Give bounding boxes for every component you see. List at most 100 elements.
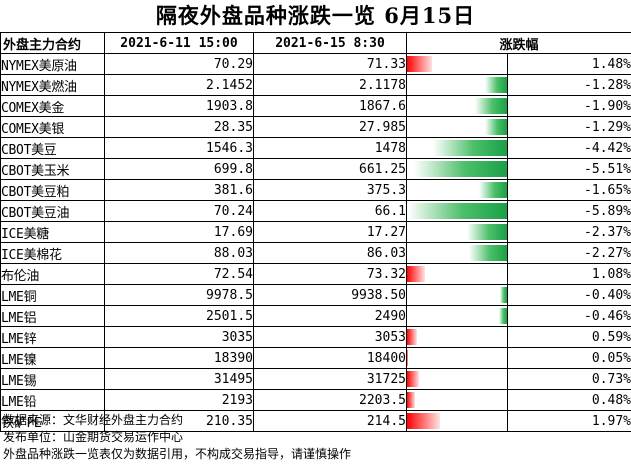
change-bar-up [407,329,417,345]
table-row: CBOT美玉米 699.8 661.25 -5.51% [0,158,631,180]
price-date-1: 1546.3 [104,137,254,159]
change-bar-cell [406,326,508,348]
change-bar-cell [406,284,508,306]
table-row: CBOT美豆油 70.24 66.1 -5.89% [0,200,631,222]
change-bar-cell [406,53,508,75]
price-date-1: 9978.5 [104,284,254,306]
table-row: LME铅 2193 2203.5 0.48% [0,389,631,411]
contract-name: CBOT美玉米 [0,158,105,180]
change-bar-down [475,98,507,114]
price-date-2: 214.5 [253,410,407,432]
table-row: NYMEX美燃油 2.1452 2.1178 -1.28% [0,74,631,96]
price-date-1: 2193 [104,389,254,411]
change-bar-down [499,308,507,324]
table-header-row: 外盘主力合约 2021-6-11 15:00 2021-6-15 8:30 涨跌… [0,32,631,54]
change-percent: -5.51% [506,158,631,180]
price-date-2: 3053 [253,326,407,348]
contract-name: COMEX美金 [0,95,105,117]
change-percent: 0.59% [506,326,631,348]
change-bar-down [467,224,507,240]
table-row: LME镍 18390 18400 0.05% [0,347,631,369]
change-bar-up [407,350,408,366]
table-row: COMEX美金 1903.8 1867.6 -1.90% [0,95,631,117]
price-date-2: 2490 [253,305,407,327]
change-percent: -5.89% [506,200,631,222]
contract-name: ICE美棉花 [0,242,105,264]
change-bar-cell [406,179,508,201]
price-date-2: 1478 [253,137,407,159]
price-date-1: 18390 [104,347,254,369]
price-date-2: 9938.50 [253,284,407,306]
change-percent: -1.90% [506,95,631,117]
price-date-1: 70.24 [104,200,254,222]
price-date-1: 699.8 [104,158,254,180]
change-percent: 0.05% [506,347,631,369]
header-date-2: 2021-6-15 8:30 [253,32,407,54]
change-percent: 1.97% [506,410,631,432]
price-date-2: 1867.6 [253,95,407,117]
note-disclaimer: 外盘品种涨跌一览表仅为数据引用，不构成交易指导，请谨慎操作 [3,447,352,461]
footnotes: 数据来源：文华财经外盘主力合约 发布单位：山金期货交易运作中心 外盘品种涨跌一览… [3,412,351,463]
price-date-1: 31495 [104,368,254,390]
table-row: COMEX美银 28.35 27.985 -1.29% [0,116,631,138]
change-bar-cell [406,116,508,138]
change-bar-cell [406,74,508,96]
contract-name: ICE美糖 [0,221,105,243]
price-date-2: 17.27 [253,221,407,243]
change-bar-down [433,140,507,156]
change-bar-up [407,56,432,72]
change-percent: -4.42% [506,137,631,159]
change-percent: 0.48% [506,389,631,411]
change-bar-cell [406,158,508,180]
header-date-1: 2021-6-11 15:00 [104,32,254,54]
note-publisher: 发布单位：山金期货交易运作中心 [3,430,184,444]
contract-name: NYMEX美原油 [0,53,105,75]
change-bar-up [407,371,419,387]
contract-name: LME锌 [0,326,105,348]
price-date-2: 73.32 [253,263,407,285]
price-date-2: 31725 [253,368,407,390]
change-bar-cell [406,200,508,222]
price-date-1: 17.69 [104,221,254,243]
header-change: 涨跌幅 [405,32,631,54]
change-percent: -1.65% [506,179,631,201]
table-row: CBOT美豆 1546.3 1478 -4.42% [0,137,631,159]
table-row: LME锌 3035 3053 0.59% [0,326,631,348]
price-date-1: 72.54 [104,263,254,285]
price-date-2: 66.1 [253,200,407,222]
table-row: 布伦油 72.54 73.32 1.08% [0,263,631,285]
price-date-2: 71.33 [253,53,407,75]
change-bar-cell [406,221,508,243]
change-percent: -1.28% [506,74,631,96]
contract-name: LME铝 [0,305,105,327]
change-bar-cell [406,242,508,264]
price-date-1: 88.03 [104,242,254,264]
price-date-2: 375.3 [253,179,407,201]
table-row: LME锡 31495 31725 0.73% [0,368,631,390]
change-percent: -0.46% [506,305,631,327]
price-date-1: 28.35 [104,116,254,138]
table-row: 铁矿FE 210.35 214.5 1.97% [0,410,631,432]
contract-name: LME镍 [0,347,105,369]
change-bar-up [407,266,425,282]
change-bar-down [469,245,507,261]
contract-name: LME铅 [0,389,105,411]
table-row: NYMEX美原油 70.29 71.33 1.48% [0,53,631,75]
contract-name: 布伦油 [0,263,105,285]
table-row: CBOT美豆粕 381.6 375.3 -1.65% [0,179,631,201]
change-bar-up [407,413,440,429]
change-bar-down [500,287,507,303]
contract-name: CBOT美豆油 [0,200,105,222]
change-bar-cell [406,368,508,390]
price-date-2: 2.1178 [253,74,407,96]
change-bar-cell [406,389,508,411]
price-date-2: 86.03 [253,242,407,264]
contract-name: CBOT美豆粕 [0,179,105,201]
note-source: 数据来源：文华财经外盘主力合约 [3,413,184,427]
table-row: LME铜 9978.5 9938.50 -0.40% [0,284,631,306]
header-contract: 外盘主力合约 [0,32,105,54]
change-percent: -0.40% [506,284,631,306]
change-bar-cell [406,263,508,285]
contract-name: LME铜 [0,284,105,306]
